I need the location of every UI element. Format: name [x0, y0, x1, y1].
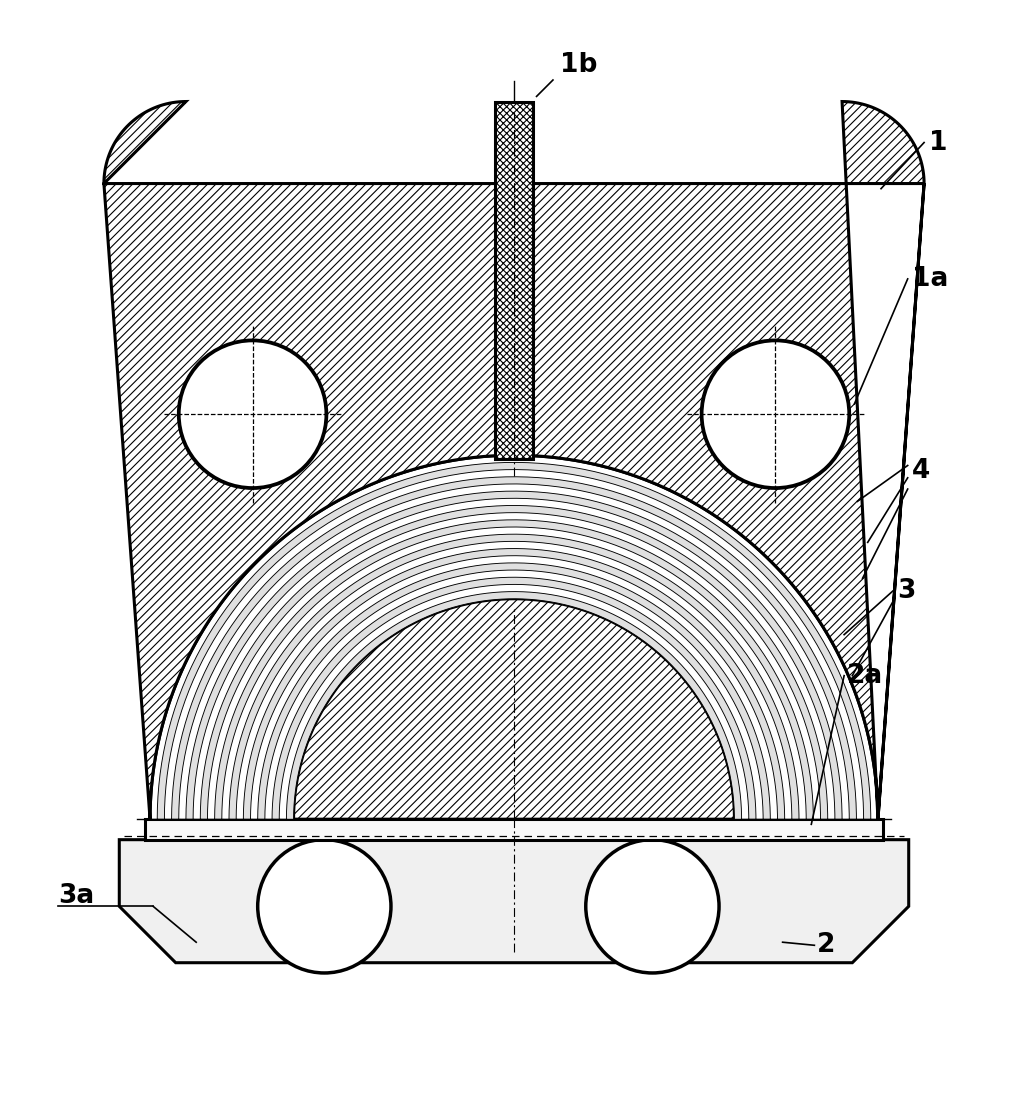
Bar	[145, 819, 883, 840]
Text: 2: 2	[816, 932, 835, 958]
Polygon shape	[186, 492, 842, 819]
Polygon shape	[265, 570, 763, 819]
Polygon shape	[179, 484, 849, 819]
Text: 1b: 1b	[560, 51, 597, 78]
Polygon shape	[280, 585, 748, 819]
Polygon shape	[215, 520, 813, 819]
Polygon shape	[164, 470, 864, 819]
Text: 2a: 2a	[847, 662, 883, 689]
Polygon shape	[222, 527, 806, 819]
Polygon shape	[172, 476, 856, 819]
Polygon shape	[150, 456, 878, 819]
Polygon shape	[287, 591, 741, 819]
Polygon shape	[119, 840, 909, 963]
Polygon shape	[229, 534, 799, 819]
Text: 1: 1	[929, 129, 948, 155]
Polygon shape	[104, 102, 924, 819]
Circle shape	[258, 840, 391, 973]
Polygon shape	[236, 541, 792, 819]
Polygon shape	[200, 506, 828, 819]
Circle shape	[179, 341, 326, 488]
Polygon shape	[258, 563, 770, 819]
Text: 4: 4	[912, 458, 930, 484]
Polygon shape	[157, 462, 871, 819]
Polygon shape	[251, 555, 777, 819]
Polygon shape	[272, 577, 756, 819]
Text: 1a: 1a	[912, 266, 948, 292]
Circle shape	[586, 840, 719, 973]
Polygon shape	[208, 512, 820, 819]
Text: 3a: 3a	[58, 883, 94, 909]
Polygon shape	[193, 498, 835, 819]
Polygon shape	[244, 549, 784, 819]
Text: 3: 3	[897, 577, 916, 603]
Circle shape	[702, 341, 849, 488]
Polygon shape	[294, 599, 734, 819]
Polygon shape	[494, 102, 534, 460]
